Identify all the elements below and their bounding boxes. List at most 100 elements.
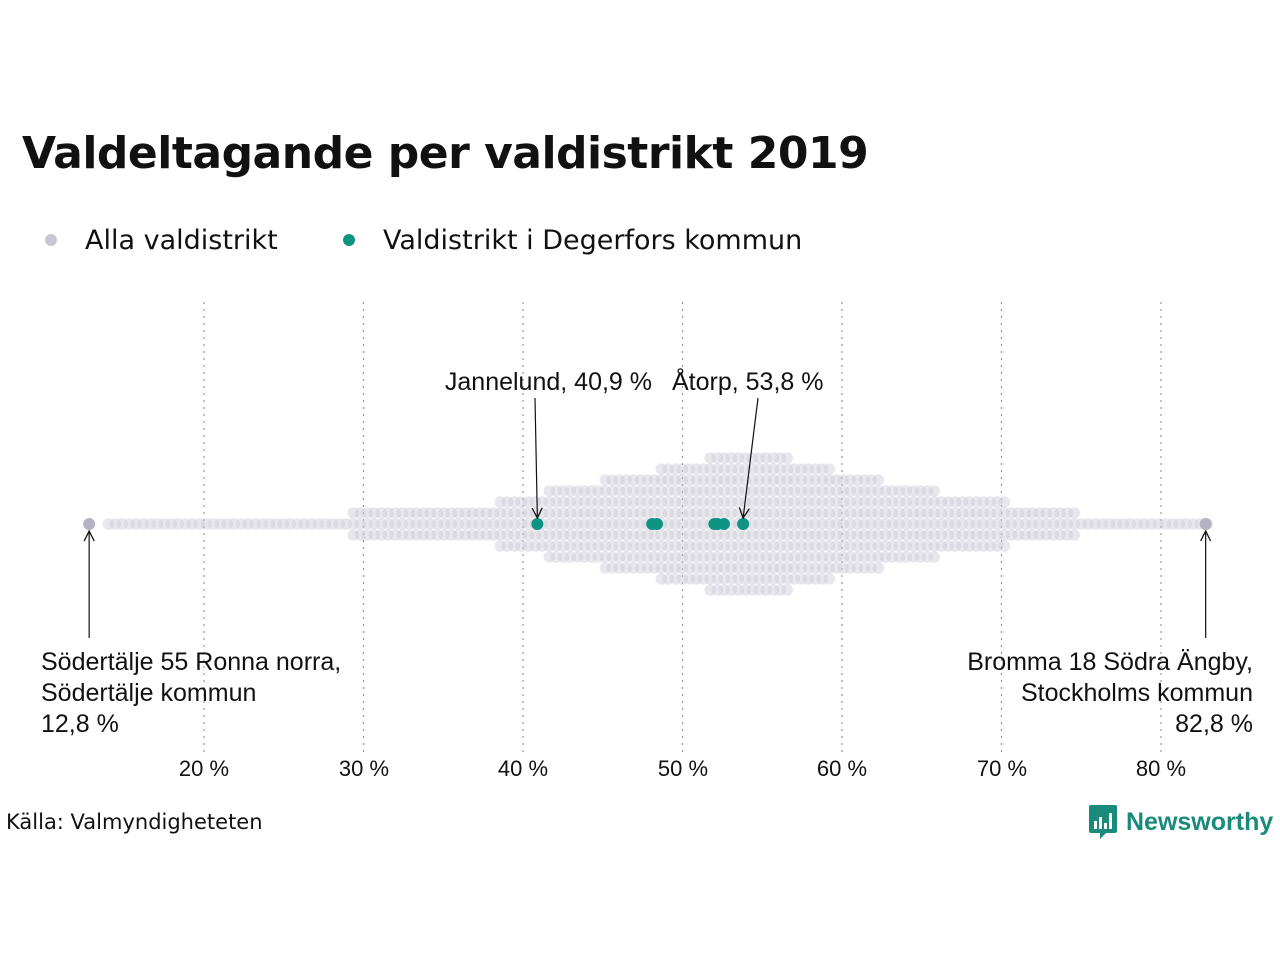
- district-dot: [781, 485, 794, 497]
- district-dot: [942, 518, 955, 530]
- district-dot: [739, 562, 752, 574]
- annotation-atorp: Åtorp, 53,8 %: [672, 366, 823, 396]
- district-dot: [858, 540, 871, 552]
- district-dot: [781, 474, 794, 486]
- district-dot: [935, 518, 948, 530]
- district-dot: [690, 463, 703, 475]
- district-dot: [424, 507, 437, 519]
- district-dot: [781, 496, 794, 508]
- district-dot: [900, 496, 913, 508]
- district-dot: [767, 573, 780, 585]
- district-dot: [767, 496, 780, 508]
- district-dot: [319, 518, 332, 530]
- district-dot: [557, 529, 570, 541]
- district-dot: [795, 507, 808, 519]
- district-dot: [746, 518, 759, 530]
- district-dot: [676, 474, 689, 486]
- district-dot: [725, 496, 738, 508]
- district-dot: [893, 518, 906, 530]
- district-dot: [550, 518, 563, 530]
- district-dot: [788, 474, 801, 486]
- district-dot: [529, 529, 542, 541]
- district-dot: [1103, 518, 1116, 530]
- district-dot: [963, 529, 976, 541]
- district-dot: [725, 584, 738, 596]
- district-dot: [606, 529, 619, 541]
- district-dot: [1005, 518, 1018, 530]
- district-dot: [564, 518, 577, 530]
- district-dot: [340, 518, 353, 530]
- district-dot: [809, 562, 822, 574]
- district-dot: [431, 518, 444, 530]
- district-dot: [452, 507, 465, 519]
- district-dot: [1061, 518, 1074, 530]
- district-dot: [1138, 518, 1151, 530]
- district-dot: [683, 474, 696, 486]
- district-dot: [529, 540, 542, 552]
- district-dot: [704, 463, 717, 475]
- district-dot: [746, 573, 759, 585]
- district-dot: [760, 540, 773, 552]
- district-dot: [788, 562, 801, 574]
- district-dot: [788, 518, 801, 530]
- district-dot: [900, 551, 913, 563]
- district-dot: [389, 518, 402, 530]
- district-dot: [795, 474, 808, 486]
- district-dot: [564, 496, 577, 508]
- district-dot: [1180, 518, 1193, 530]
- district-dot: [991, 529, 1004, 541]
- district-dot: [949, 529, 962, 541]
- district-dot: [382, 529, 395, 541]
- district-dot: [613, 540, 626, 552]
- district-dot: [823, 573, 836, 585]
- district-dot: [550, 507, 563, 519]
- district-dot: [599, 518, 612, 530]
- district-dot: [914, 507, 927, 519]
- district-dot: [550, 551, 563, 563]
- district-dot: [732, 529, 745, 541]
- district-dot: [606, 474, 619, 486]
- district-dot: [753, 518, 766, 530]
- district-dot: [872, 518, 885, 530]
- district-dot: [914, 551, 927, 563]
- district-dot: [977, 529, 990, 541]
- district-dot: [347, 507, 360, 519]
- district-dot: [585, 496, 598, 508]
- district-dot: [683, 573, 696, 585]
- district-dot: [795, 529, 808, 541]
- district-dot: [774, 529, 787, 541]
- district-dot: [851, 474, 864, 486]
- district-dot: [676, 463, 689, 475]
- district-dot: [627, 518, 640, 530]
- district-dot: [984, 540, 997, 552]
- district-dot: [774, 507, 787, 519]
- district-dot: [711, 496, 724, 508]
- district-dot: [697, 551, 710, 563]
- district-dot: [949, 540, 962, 552]
- district-dot: [606, 507, 619, 519]
- district-dot: [452, 529, 465, 541]
- district-dot: [690, 540, 703, 552]
- district-dot: [767, 452, 780, 464]
- district-dot: [767, 551, 780, 563]
- district-dot: [697, 463, 710, 475]
- district-dot: [599, 485, 612, 497]
- district-dot: [186, 518, 199, 530]
- district-dot: [501, 507, 514, 519]
- district-dot: [739, 540, 752, 552]
- district-dot: [711, 507, 724, 519]
- all-districts-dots: [83, 452, 1214, 596]
- district-dot: [704, 485, 717, 497]
- district-dot: [676, 518, 689, 530]
- district-dot: [697, 507, 710, 519]
- district-dot: [648, 551, 661, 563]
- district-dot: [1019, 529, 1032, 541]
- district-dot: [851, 562, 864, 574]
- district-dot: [809, 496, 822, 508]
- district-dot: [690, 551, 703, 563]
- district-dot: [263, 518, 276, 530]
- legend-dot-all-icon: [45, 234, 57, 246]
- district-dot: [543, 551, 556, 563]
- district-dot: [662, 463, 675, 475]
- district-dot: [648, 540, 661, 552]
